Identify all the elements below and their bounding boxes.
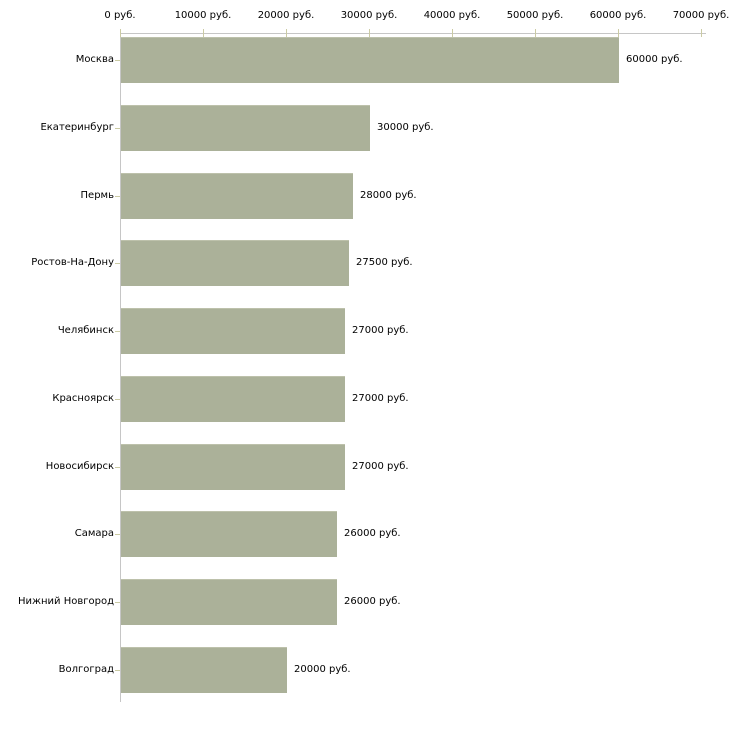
bar: [121, 511, 337, 557]
x-axis-tick: [452, 29, 453, 37]
x-axis-tick-label: 60000 руб.: [589, 10, 647, 21]
category-label: Пермь: [80, 190, 114, 201]
x-axis-tick-label: 20000 руб.: [257, 10, 315, 21]
bar: [121, 308, 345, 354]
x-axis-tick: [203, 29, 204, 37]
y-axis-tick: [115, 60, 120, 61]
bar: [121, 647, 287, 693]
category-label: Самара: [74, 528, 114, 539]
category-label: Челябинск: [57, 325, 114, 336]
category-label: Ростов-На-Дону: [31, 257, 114, 268]
x-axis-tick-label: 30000 руб.: [340, 10, 398, 21]
x-axis-tick-label: 50000 руб.: [506, 10, 564, 21]
y-axis-tick: [115, 467, 120, 468]
category-label: Нижний Новгород: [17, 596, 114, 607]
value-label: 26000 руб.: [344, 528, 401, 539]
x-axis-tick: [535, 29, 536, 37]
y-axis-tick: [115, 196, 120, 197]
y-axis-tick: [115, 128, 120, 129]
value-label: 26000 руб.: [344, 596, 401, 607]
bar: [121, 240, 349, 286]
category-label: Москва: [75, 54, 114, 65]
value-label: 27000 руб.: [352, 325, 409, 336]
category-label: Новосибирск: [45, 461, 114, 472]
y-axis-tick: [115, 670, 120, 671]
x-axis-tick-label: 10000 руб.: [174, 10, 232, 21]
x-axis-tick-label: 40000 руб.: [423, 10, 481, 21]
category-label: Екатеринбург: [40, 122, 114, 133]
x-axis-tick: [286, 29, 287, 37]
y-axis-tick: [115, 602, 120, 603]
x-axis-line: [120, 33, 706, 34]
y-axis-tick: [115, 263, 120, 264]
category-label: Волгоград: [58, 664, 114, 675]
value-label: 30000 руб.: [377, 122, 434, 133]
bar: [121, 173, 353, 219]
category-label: Красноярск: [52, 393, 114, 404]
y-axis-line: [120, 33, 121, 702]
value-label: 27000 руб.: [352, 461, 409, 472]
bar: [121, 579, 337, 625]
x-axis-tick: [701, 29, 702, 37]
x-axis-tick-label: 0 руб.: [104, 10, 136, 21]
y-axis-tick: [115, 399, 120, 400]
bar: [121, 376, 345, 422]
x-axis-tick: [369, 29, 370, 37]
bar: [121, 444, 345, 490]
x-axis-tick: [618, 29, 619, 37]
value-label: 27000 руб.: [352, 393, 409, 404]
y-axis-tick: [115, 331, 120, 332]
value-label: 27500 руб.: [356, 257, 413, 268]
x-axis-tick-label: 70000 руб.: [672, 10, 730, 21]
value-label: 28000 руб.: [360, 190, 417, 201]
bar: [121, 37, 619, 83]
y-axis-tick: [115, 534, 120, 535]
value-label: 60000 руб.: [626, 54, 683, 65]
bar: [121, 105, 370, 151]
x-axis-tick: [120, 29, 121, 37]
value-label: 20000 руб.: [294, 664, 351, 675]
